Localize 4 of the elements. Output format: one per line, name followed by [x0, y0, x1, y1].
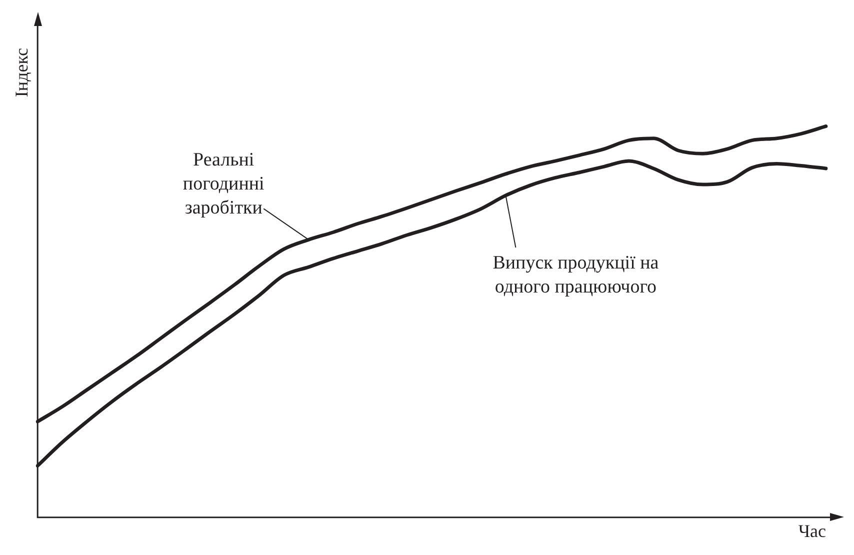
series-label: Реальні погодинні заробітки	[182, 150, 264, 219]
x-axis-title: Час	[798, 520, 826, 541]
y-axis-title: Індекс	[12, 48, 32, 98]
text: Випуск продукції на одного працюючого	[492, 252, 660, 298]
